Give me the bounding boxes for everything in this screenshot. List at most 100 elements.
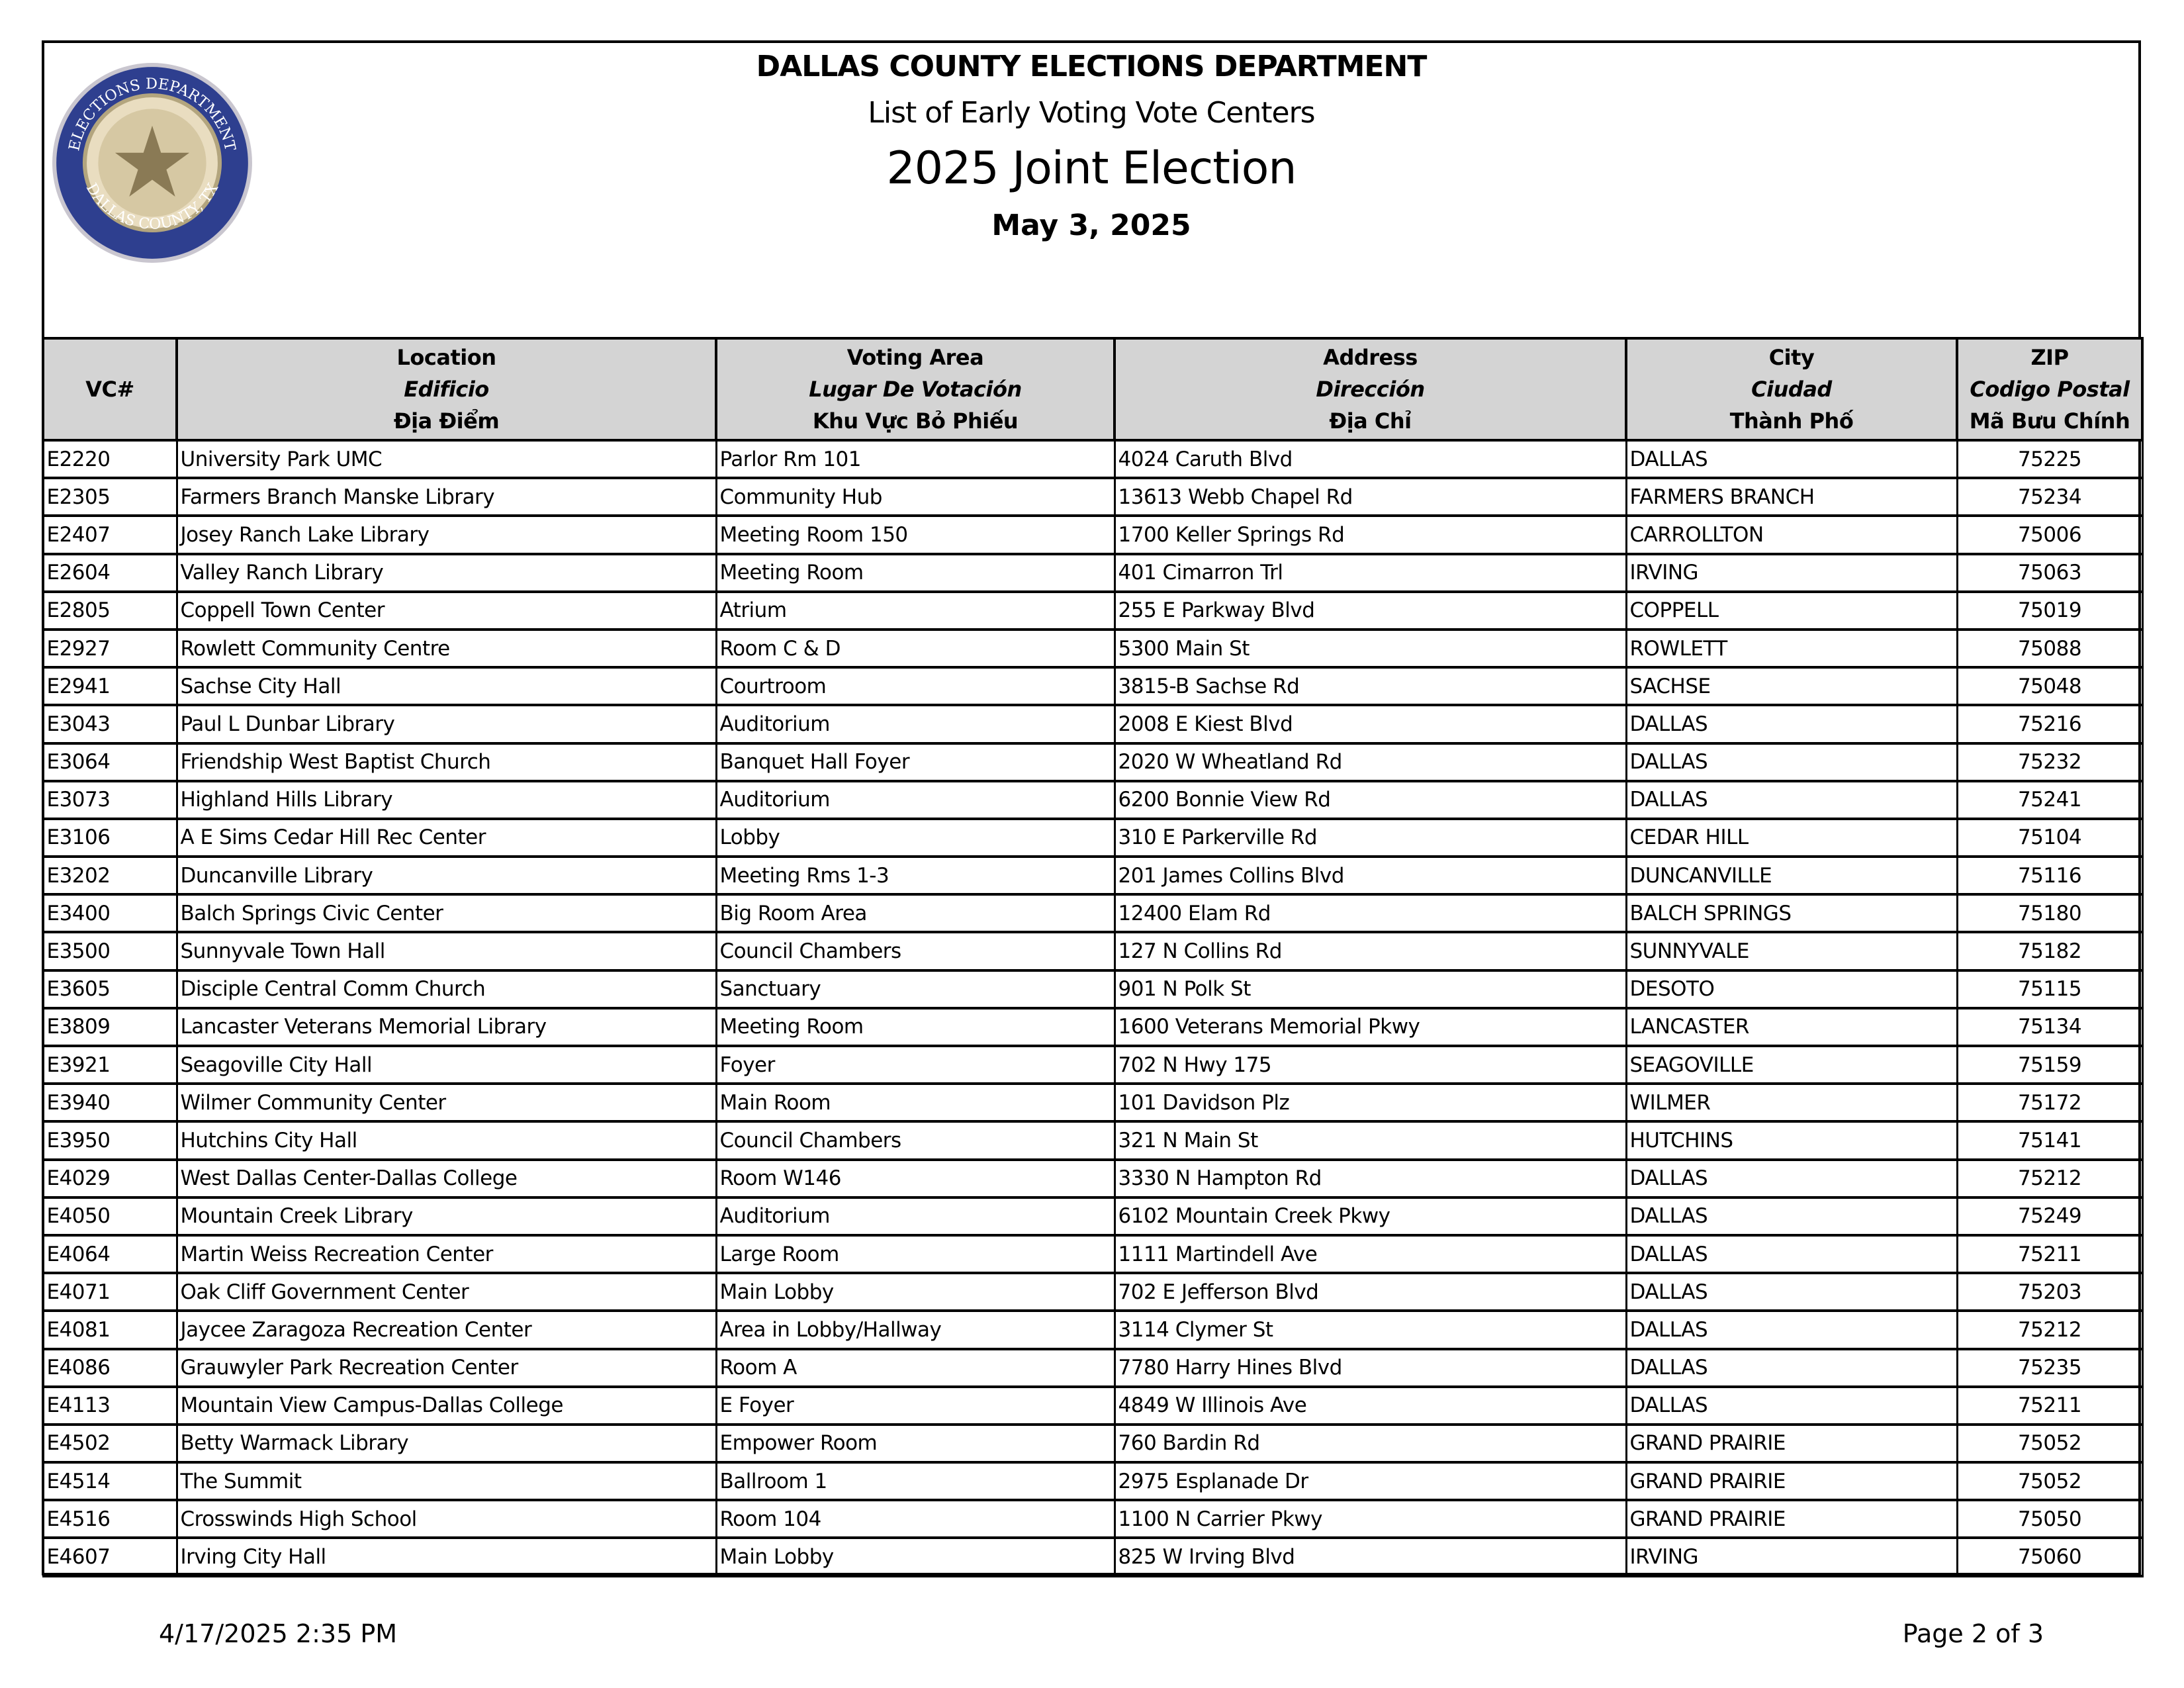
cell-city: ROWLETT (1625, 628, 1958, 669)
cell-city: DALLAS (1625, 1309, 1958, 1350)
cell-zip: 75211 (1956, 1385, 2144, 1426)
cell-voting-area: Main Lobby (715, 1272, 1116, 1313)
cell-vc-number: E4081 (42, 1309, 178, 1350)
cell-address: 4024 Caruth Blvd (1113, 438, 1627, 480)
table-row: E4086 Grauwyler Park Recreation Center Roo… (42, 1347, 2144, 1388)
column-header-address: Address Dirección Địa Chỉ (1113, 337, 1627, 442)
cell-voting-area: Large Room (715, 1233, 1116, 1275)
cell-zip: 75052 (1956, 1461, 2144, 1502)
cell-location: Highland Hills Library (175, 779, 717, 820)
cell-city: GRAND PRAIRIE (1625, 1499, 1958, 1540)
cell-vc-number: E2305 (42, 477, 178, 518)
cell-voting-area: Meeting Room (715, 552, 1116, 593)
cell-voting-area: Main Room (715, 1082, 1116, 1123)
cell-vc-number: E4516 (42, 1499, 178, 1540)
cell-zip: 75050 (1956, 1499, 2144, 1540)
cell-city: SACHSE (1625, 666, 1958, 707)
header-label: Mã Bưu Chính (1969, 408, 2130, 434)
header-label: Lugar De Votación (809, 377, 1022, 402)
table-row: E4050 Mountain Creek Library Auditorium 610… (42, 1196, 2144, 1237)
cell-zip: 75006 (1956, 514, 2144, 555)
cell-vc-number: E4050 (42, 1196, 178, 1237)
cell-vc-number: E2941 (42, 666, 178, 707)
cell-voting-area: Foyer (715, 1044, 1116, 1086)
cell-voting-area: Auditorium (715, 779, 1116, 820)
cell-city: DALLAS (1625, 779, 1958, 820)
cell-zip: 75019 (1956, 590, 2144, 631)
header-label: Thành Phố (1729, 408, 1854, 434)
cell-location: Sunnyvale Town Hall (175, 931, 717, 972)
cell-voting-area: Room 104 (715, 1499, 1116, 1540)
cell-location: Disciple Central Comm Church (175, 968, 717, 1009)
table-row: E2220 University Park UMC Parlor Rm 101 402… (42, 438, 2144, 480)
election-name: 2025 Joint Election (886, 142, 1297, 195)
cell-address: 2008 E Kiest Blvd (1113, 704, 1627, 745)
cell-voting-area: Lobby (715, 817, 1116, 859)
cell-zip: 75060 (1956, 1536, 2144, 1577)
cell-location: Farmers Branch Manske Library (175, 477, 717, 518)
cell-vc-number: E3921 (42, 1044, 178, 1086)
cell-zip: 75211 (1956, 1233, 2144, 1275)
cell-location: University Park UMC (175, 438, 717, 480)
cell-city: CARROLLTON (1625, 514, 1958, 555)
cell-zip: 75104 (1956, 817, 2144, 859)
header-label: Location (396, 345, 496, 370)
cell-vc-number: E3064 (42, 741, 178, 782)
cell-vc-number: E3605 (42, 968, 178, 1009)
cell-city: DALLAS (1625, 1158, 1958, 1199)
cell-zip: 75115 (1956, 968, 2144, 1009)
table-row: E4113 Mountain View Campus-Dallas College… (42, 1385, 2144, 1426)
cell-zip: 75159 (1956, 1044, 2144, 1086)
election-date: May 3, 2025 (991, 209, 1191, 242)
cell-address: 101 Davidson Plz (1113, 1082, 1627, 1123)
cell-city: DUNCANVILLE (1625, 855, 1958, 896)
table-row: E4607 Irving City Hall Main Lobby 825 W Irv… (42, 1536, 2144, 1577)
cell-location: Seagoville City Hall (175, 1044, 717, 1086)
header-label: Ciudad (1751, 377, 1832, 402)
cell-address: 702 N Hwy 175 (1113, 1044, 1627, 1086)
cell-address: 1100 N Carrier Pkwy (1113, 1499, 1627, 1540)
cell-zip: 75203 (1956, 1272, 2144, 1313)
table-row: E2305 Farmers Branch Manske Library Commun… (42, 477, 2144, 518)
cell-zip: 75216 (1956, 704, 2144, 745)
cell-zip: 75063 (1956, 552, 2144, 593)
cell-zip: 75241 (1956, 779, 2144, 820)
cell-address: 6200 Bonnie View Rd (1113, 779, 1627, 820)
cell-vc-number: E2927 (42, 628, 178, 669)
cell-address: 702 E Jefferson Blvd (1113, 1272, 1627, 1313)
cell-address: 3114 Clymer St (1113, 1309, 1627, 1350)
header-label: VC# (85, 377, 134, 402)
cell-location: Rowlett Community Centre (175, 628, 717, 669)
table-row: E3043 Paul L Dunbar Library Auditorium 2008… (42, 704, 2144, 745)
cell-vc-number: E4071 (42, 1272, 178, 1313)
cell-vc-number: E4113 (42, 1385, 178, 1426)
cell-address: 825 W Irving Blvd (1113, 1536, 1627, 1577)
table-row: E3202 Duncanville Library Meeting Rms 1-3 2… (42, 855, 2144, 896)
cell-location: Martin Weiss Recreation Center (175, 1233, 717, 1275)
header-label: Edificio (404, 377, 489, 402)
cell-zip: 75116 (1956, 855, 2144, 896)
column-header-city: City Ciudad Thành Phố (1625, 337, 1958, 442)
cell-address: 4849 W Illinois Ave (1113, 1385, 1627, 1426)
cell-city: DESOTO (1625, 968, 1958, 1009)
cell-voting-area: Sanctuary (715, 968, 1116, 1009)
header-label: Voting Area (846, 345, 984, 370)
table-row: E2805 Coppell Town Center Atrium 255 E Park… (42, 590, 2144, 631)
cell-voting-area: Room W146 (715, 1158, 1116, 1199)
cell-location: Duncanville Library (175, 855, 717, 896)
cell-city: BALCH SPRINGS (1625, 893, 1958, 934)
cell-vc-number: E4514 (42, 1461, 178, 1502)
cell-zip: 75180 (1956, 893, 2144, 934)
department-title: DALLAS COUNTY ELECTIONS DEPARTMENT (756, 50, 1428, 83)
column-header-vc-number: VC# (42, 337, 178, 442)
cell-vc-number: E4064 (42, 1233, 178, 1275)
cell-location: Sachse City Hall (175, 666, 717, 707)
cell-voting-area: Ballroom 1 (715, 1461, 1116, 1502)
cell-zip: 75225 (1956, 438, 2144, 480)
table-row: E4502 Betty Warmack Library Empower Room 76… (42, 1423, 2144, 1464)
header-label: Địa Điểm (393, 408, 500, 434)
cell-voting-area: Auditorium (715, 1196, 1116, 1237)
cell-location: Friendship West Baptist Church (175, 741, 717, 782)
vote-centers-table: VC# Location Edificio Địa Điểm Voting Area Lu… (42, 337, 2144, 1577)
cell-voting-area: E Foyer (715, 1385, 1116, 1426)
